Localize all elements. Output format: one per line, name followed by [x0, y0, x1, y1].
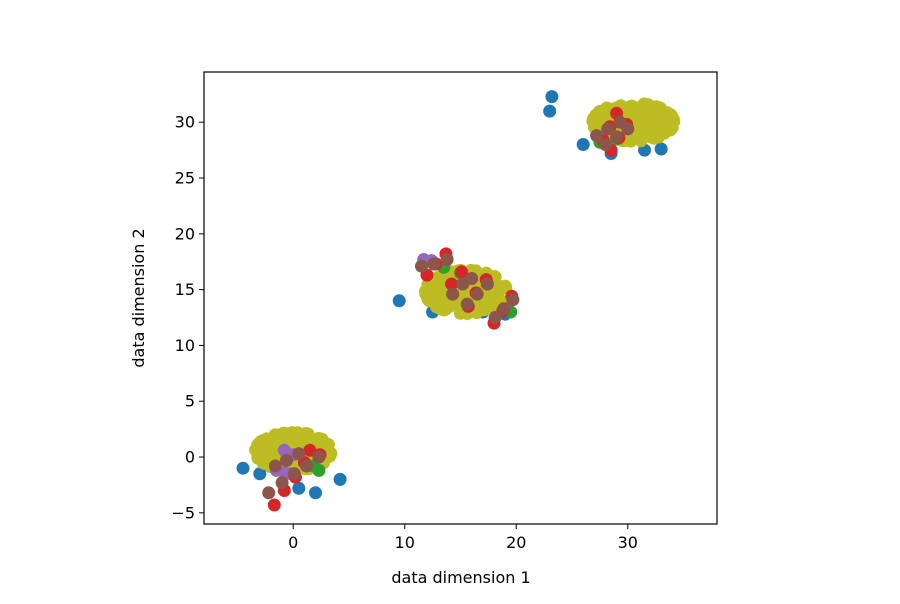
- data-point-blue: [576, 138, 590, 151]
- data-point: [445, 277, 459, 291]
- data-point-blue: [654, 142, 668, 156]
- x-tick-label: 30: [618, 533, 638, 552]
- y-tick-label: 25: [175, 169, 195, 188]
- x-tick-label: 10: [395, 533, 415, 552]
- data-point: [460, 297, 474, 311]
- data-point: [497, 302, 511, 316]
- y-tick-label: 10: [175, 336, 195, 355]
- data-point-background: [591, 112, 605, 126]
- data-point: [287, 467, 301, 481]
- data-point: [465, 272, 479, 285]
- data-point-background: [430, 274, 444, 288]
- data-point-blue: [392, 294, 406, 308]
- y-tick-label: 15: [175, 280, 195, 299]
- y-tick-label: 0: [185, 448, 195, 467]
- data-point: [268, 459, 282, 473]
- data-point: [455, 265, 469, 279]
- y-tick-label: 5: [185, 392, 195, 411]
- y-axis-label: data dimension 2: [129, 228, 148, 367]
- data-point-background: [653, 121, 667, 135]
- data-point-background: [259, 447, 272, 461]
- data-point: [610, 130, 624, 144]
- data-point: [262, 486, 276, 500]
- x-tick-label: 20: [506, 533, 526, 552]
- data-point-background: [297, 428, 311, 442]
- data-point-background: [635, 124, 649, 138]
- data-point: [275, 476, 289, 490]
- data-point-blue: [545, 90, 559, 104]
- x-tick-label: 0: [288, 533, 298, 552]
- data-point: [267, 498, 281, 512]
- data-point-background: [256, 434, 270, 448]
- data-point-background: [428, 294, 442, 308]
- data-point: [303, 443, 317, 457]
- y-tick-label: −5: [171, 503, 195, 522]
- data-point-background: [491, 285, 504, 299]
- data-point: [470, 287, 484, 301]
- data-point: [415, 259, 428, 273]
- x-axis: 0 10 20 30: [288, 524, 638, 552]
- points-layer: [236, 90, 681, 512]
- data-point: [506, 293, 520, 307]
- data-point-blue: [543, 104, 557, 118]
- data-point-background: [663, 123, 677, 137]
- data-point: [427, 257, 441, 271]
- data-point: [599, 138, 612, 151]
- data-point-background: [645, 101, 659, 115]
- x-axis-label: data dimension 1: [391, 568, 530, 587]
- data-point: [300, 459, 314, 473]
- data-point-blue: [309, 486, 322, 500]
- data-point: [440, 253, 454, 266]
- y-axis: −5 0 5 10 15 20 25 30: [171, 113, 204, 522]
- data-point: [590, 129, 604, 143]
- data-point: [621, 122, 635, 136]
- data-point: [312, 450, 326, 464]
- data-point: [292, 447, 306, 461]
- data-point-blue: [292, 481, 306, 495]
- y-tick-label: 30: [175, 113, 195, 132]
- data-point: [280, 453, 293, 467]
- data-point-blue: [253, 467, 267, 481]
- data-point: [480, 277, 494, 291]
- data-point-blue: [236, 461, 250, 475]
- plot-area-frame: [203, 71, 718, 525]
- data-point: [446, 287, 460, 301]
- y-tick-label: 20: [175, 224, 195, 243]
- data-point-blue: [333, 472, 347, 486]
- data-point: [601, 122, 615, 136]
- data-point-background: [630, 101, 644, 115]
- data-point: [488, 311, 502, 324]
